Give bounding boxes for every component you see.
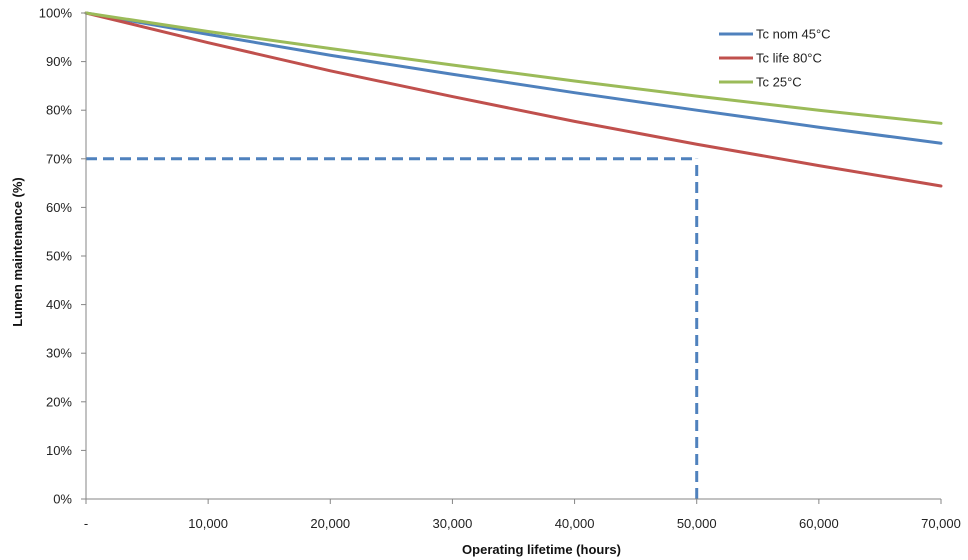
- y-tick-label: 80%: [46, 103, 72, 118]
- x-tick-label: 70,000: [921, 516, 961, 531]
- y-tick-labels: 0% 10% 20% 30% 40% 50% 60% 70% 80% 90% 100%: [39, 6, 73, 507]
- y-tick-label: 70%: [46, 151, 72, 166]
- y-tick-label: 90%: [46, 54, 72, 69]
- legend-label: Tc 25°C: [756, 75, 802, 90]
- y-tick-label: 100%: [39, 6, 73, 21]
- x-tick-label: 40,000: [555, 516, 595, 531]
- y-tick-label: 60%: [46, 200, 72, 215]
- x-tick-label: -: [84, 516, 88, 531]
- y-tick-label: 0%: [53, 492, 72, 507]
- x-tick-label: 10,000: [188, 516, 228, 531]
- x-tick-label: 20,000: [310, 516, 350, 531]
- series-line-3: [84, 11, 943, 125]
- x-tick-label: 50,000: [677, 516, 717, 531]
- y-tick-label: 40%: [46, 297, 72, 312]
- x-axis-title: Operating lifetime (hours): [462, 542, 621, 557]
- legend: Tc nom 45°C Tc life 80°C Tc 25°C: [719, 27, 831, 90]
- x-tick-label: 60,000: [799, 516, 839, 531]
- x-tick-label: 30,000: [433, 516, 473, 531]
- y-tick-label: 20%: [46, 394, 72, 409]
- legend-label: Tc nom 45°C: [756, 27, 831, 42]
- series-line-2: [84, 11, 943, 188]
- axes: [81, 12, 942, 504]
- series-lines: [84, 11, 943, 188]
- series-line-1: [84, 11, 943, 145]
- y-tick-label: 50%: [46, 249, 72, 264]
- y-tick-label: 30%: [46, 346, 72, 361]
- y-axis-title: Lumen maintenance (%): [10, 177, 25, 327]
- legend-label: Tc life 80°C: [756, 51, 822, 66]
- x-tick-labels: - 10,000 20,000 30,000 40,000 50,000 60,000 70,…: [84, 516, 961, 531]
- reference-lines: [86, 157, 699, 499]
- y-tick-label: 10%: [46, 443, 72, 458]
